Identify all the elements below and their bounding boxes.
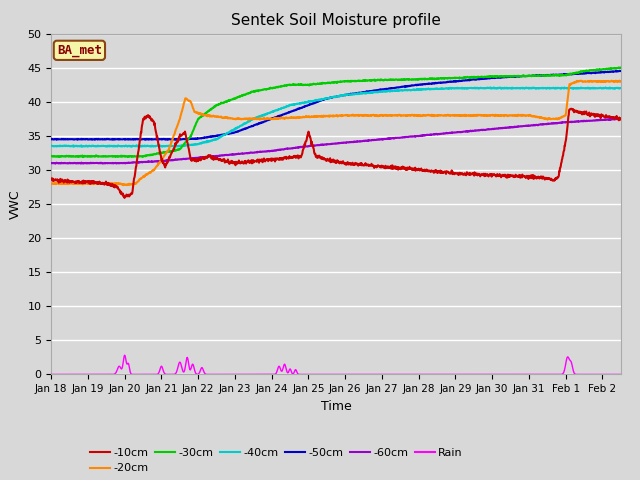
Title: Sentek Soil Moisture profile: Sentek Soil Moisture profile	[231, 13, 441, 28]
-40cm	[301, 99, 309, 105]
-50cm	[372, 87, 380, 93]
Text: BA_met: BA_met	[57, 44, 102, 57]
-40cm	[92, 144, 99, 149]
-10cm	[121, 195, 129, 201]
-50cm	[616, 68, 623, 74]
Line: -40cm: -40cm	[51, 87, 621, 146]
Rain	[115, 364, 122, 370]
Line: -20cm: -20cm	[51, 81, 621, 185]
-20cm	[120, 182, 127, 188]
-40cm	[79, 144, 86, 149]
-10cm	[617, 116, 625, 122]
-10cm	[289, 154, 297, 160]
-20cm	[616, 78, 623, 84]
-60cm	[289, 145, 297, 151]
-10cm	[372, 164, 380, 169]
-60cm	[99, 161, 107, 167]
Rain	[92, 372, 99, 377]
-40cm	[372, 89, 380, 95]
-30cm	[372, 77, 380, 83]
-10cm	[301, 142, 309, 148]
Rain	[301, 372, 309, 377]
-60cm	[47, 160, 55, 166]
-20cm	[301, 114, 309, 120]
Rain	[338, 372, 346, 377]
-60cm	[617, 116, 625, 121]
-20cm	[372, 113, 380, 119]
-50cm	[115, 136, 122, 142]
-50cm	[92, 137, 99, 143]
X-axis label: Time: Time	[321, 400, 351, 413]
-30cm	[115, 154, 123, 159]
-40cm	[289, 102, 297, 108]
Rain	[312, 372, 319, 377]
-20cm	[92, 180, 99, 186]
-30cm	[289, 82, 297, 87]
-30cm	[47, 153, 55, 159]
Y-axis label: VWC: VWC	[9, 189, 22, 219]
Rain	[121, 352, 129, 358]
-30cm	[617, 65, 625, 71]
-50cm	[47, 136, 55, 142]
Line: Rain: Rain	[51, 355, 621, 374]
-10cm	[568, 106, 575, 112]
-60cm	[92, 160, 99, 166]
-60cm	[372, 137, 380, 143]
-20cm	[312, 113, 319, 119]
-20cm	[289, 114, 297, 120]
-60cm	[301, 144, 309, 149]
-10cm	[47, 176, 55, 181]
Line: -30cm: -30cm	[51, 68, 621, 157]
-30cm	[301, 82, 309, 88]
-60cm	[312, 143, 319, 148]
Line: -10cm: -10cm	[51, 109, 621, 198]
Line: -60cm: -60cm	[51, 119, 621, 164]
-40cm	[47, 143, 55, 149]
-20cm	[115, 181, 122, 187]
-40cm	[486, 84, 494, 90]
Rain	[289, 371, 297, 377]
Legend: -10cm, -20cm, -30cm, -40cm, -50cm, -60cm, Rain: -10cm, -20cm, -30cm, -40cm, -50cm, -60cm…	[85, 444, 467, 478]
-10cm	[312, 151, 319, 156]
-30cm	[616, 65, 624, 71]
-50cm	[312, 100, 319, 106]
-10cm	[115, 186, 122, 192]
-40cm	[617, 85, 625, 91]
-50cm	[301, 103, 309, 109]
-20cm	[47, 180, 55, 186]
-30cm	[312, 82, 319, 87]
-50cm	[164, 137, 172, 143]
-40cm	[312, 97, 319, 103]
-60cm	[614, 116, 622, 121]
-20cm	[617, 78, 625, 84]
-50cm	[617, 68, 625, 74]
Rain	[372, 372, 380, 377]
-30cm	[55, 154, 63, 160]
Line: -50cm: -50cm	[51, 71, 621, 140]
-50cm	[289, 108, 297, 113]
Rain	[617, 372, 625, 377]
-40cm	[115, 143, 123, 149]
-10cm	[92, 179, 99, 185]
-30cm	[92, 154, 99, 159]
Rain	[47, 372, 55, 377]
-60cm	[115, 160, 123, 166]
